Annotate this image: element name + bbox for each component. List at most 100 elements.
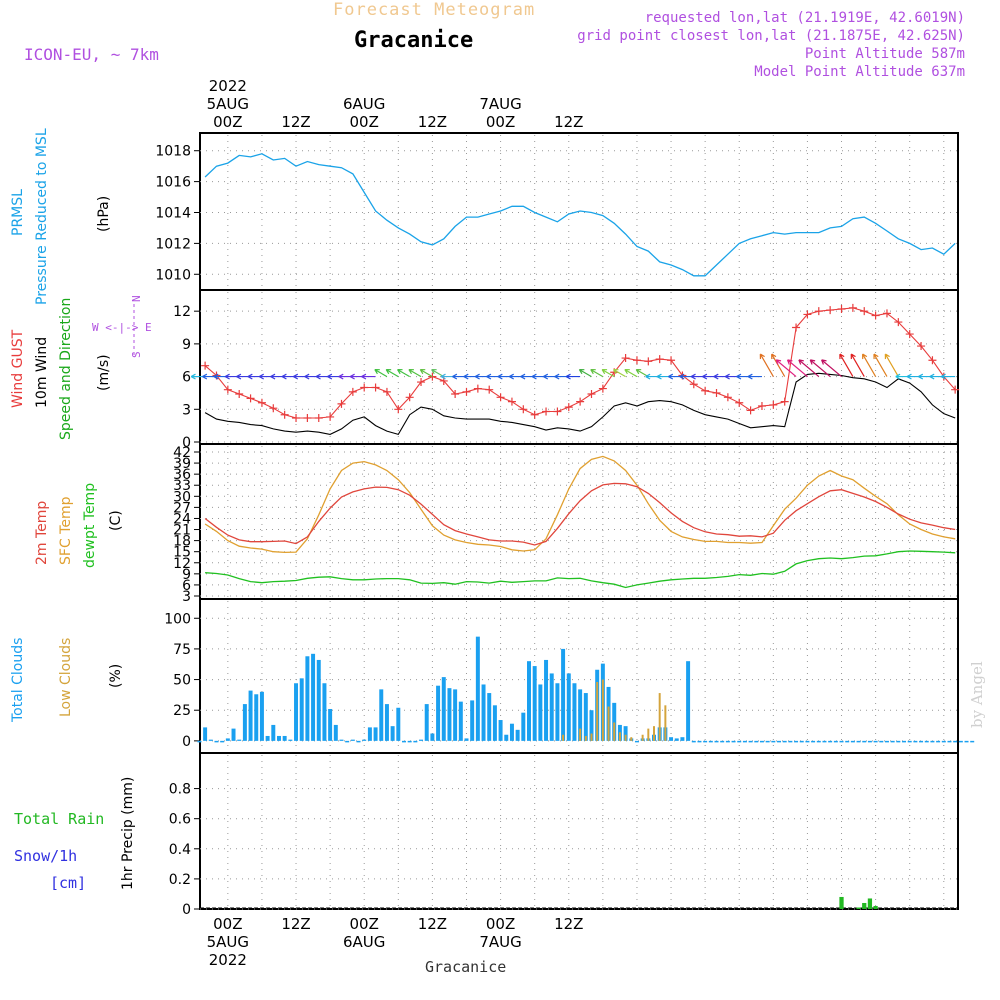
total-cloud-bar xyxy=(686,661,691,741)
temperature-ytick-label: 33 xyxy=(173,478,191,494)
total-cloud-bar xyxy=(311,653,316,741)
wind-gust-marker xyxy=(337,399,346,408)
time-label-bottom: 12Z xyxy=(418,915,447,933)
footer-station: Gracanice xyxy=(425,958,507,976)
wind-gust-marker xyxy=(246,394,255,403)
wind-direction-arrow xyxy=(809,359,831,378)
low-cloud-bar xyxy=(607,706,610,741)
total-cloud-bar xyxy=(612,702,617,741)
low-clouds-label: Low Clouds xyxy=(58,638,74,717)
total-cloud-bar xyxy=(282,735,287,741)
temperature-frame xyxy=(199,443,959,600)
total-cloud-bar xyxy=(805,740,810,743)
rain-bar xyxy=(856,907,861,909)
wind-direction-arrow xyxy=(759,353,774,377)
total-cloud-bar xyxy=(822,740,827,743)
total-cloud-bar xyxy=(737,740,742,743)
total-rain-label: Total Rain xyxy=(14,810,104,828)
wind-ytick-label: 0 xyxy=(182,435,191,451)
wind-gust-marker xyxy=(894,318,903,327)
total-cloud-bar xyxy=(242,704,247,741)
wind-gust-marker xyxy=(803,310,812,319)
low-cloud-bar xyxy=(590,733,593,741)
total-cloud-bar xyxy=(816,740,821,743)
total-cloud-bar xyxy=(907,740,912,743)
wind-direction-arrow xyxy=(624,368,638,378)
wind-gust-marker xyxy=(326,412,335,421)
total-cloud-bar xyxy=(856,740,861,743)
temp-unit: (C) xyxy=(108,510,124,531)
precip-ytick-label: 0.4 xyxy=(169,842,191,858)
total-cloud-bar xyxy=(549,673,554,741)
wind-gust-marker xyxy=(814,307,823,316)
wind-direction-arrow xyxy=(786,359,808,378)
total-cloud-bar xyxy=(867,740,872,743)
total-cloud-bar xyxy=(231,728,236,741)
wind-gust-marker xyxy=(303,414,312,423)
wind-gust-marker xyxy=(235,390,244,399)
temperature-ytick-label: 24 xyxy=(173,511,191,527)
total-cloud-bar xyxy=(970,740,975,743)
wind-gust-marker xyxy=(405,393,414,402)
time-label-top: 00Z xyxy=(213,113,242,131)
wind-direction-arrow xyxy=(590,368,604,378)
total-cloud-bar xyxy=(532,666,537,741)
total-cloud-bar xyxy=(924,740,929,743)
snow-unit-label: [cm] xyxy=(50,874,86,892)
total-cloud-bar xyxy=(839,740,844,743)
temperature-ytick-label: 12 xyxy=(173,556,191,572)
time-label-top: 12Z xyxy=(418,113,447,131)
total-cloud-bar xyxy=(402,740,406,743)
total-cloud-bar xyxy=(276,735,281,741)
total-cloud-bar xyxy=(703,740,708,743)
total-cloud-bar xyxy=(731,740,736,743)
wind-gust-marker xyxy=(667,356,676,365)
total-cloud-bar xyxy=(782,740,787,743)
time-label-bottom: 00Z xyxy=(350,915,379,933)
total-cloud-bar xyxy=(845,740,850,743)
low-cloud-bar xyxy=(647,728,650,741)
time-label-top: 12Z xyxy=(554,113,583,131)
total-cloud-bar xyxy=(958,740,963,743)
total-cloud-bar xyxy=(674,738,679,741)
pressure-unit: (hPa) xyxy=(96,196,112,232)
time-label-top: 5AUG xyxy=(207,95,249,113)
wind-ytick-label: 9 xyxy=(182,337,191,353)
wind-direction-arrow xyxy=(771,353,786,377)
wind-direction-label: Speed and Direction xyxy=(58,298,74,440)
wind-gust-marker xyxy=(905,330,914,339)
total-cloud-bar xyxy=(305,656,310,741)
wind-gust-marker xyxy=(473,384,482,393)
wind-direction-arrow xyxy=(747,373,762,380)
pressure-ytick-label: 1010 xyxy=(155,267,191,283)
total-cloud-bar xyxy=(566,673,571,741)
clouds-unit: (%) xyxy=(108,664,124,688)
temperature-ytick-label: 39 xyxy=(173,456,191,472)
time-label-bottom: 2022 xyxy=(209,951,247,969)
wind-direction-arrow xyxy=(578,368,592,378)
low-cloud-bar xyxy=(596,682,599,741)
total-cloud-bar xyxy=(436,685,441,741)
total-cloud-bar xyxy=(214,740,219,743)
wind-direction-arrow xyxy=(798,359,820,378)
wind-gust-marker xyxy=(871,311,880,320)
wind-ytick-label: 3 xyxy=(182,402,191,418)
wind-ytick-label: 6 xyxy=(182,370,191,386)
wind-direction-arrow xyxy=(601,368,615,378)
wind-gust-marker xyxy=(348,387,357,396)
total-cloud-bar xyxy=(521,712,526,741)
time-label-top: 12Z xyxy=(281,113,310,131)
total-cloud-bar xyxy=(953,740,958,743)
wind-gust-marker xyxy=(848,303,857,312)
compass-north: N xyxy=(130,295,143,302)
total-cloud-bar xyxy=(623,726,628,741)
wind-gust-marker xyxy=(598,384,607,393)
total-cloud-bar xyxy=(759,740,764,743)
wind-gust-marker xyxy=(689,380,698,389)
wind-gust-marker xyxy=(485,385,494,394)
wind-direction-arrow xyxy=(850,353,865,377)
total-cloud-bar xyxy=(725,740,730,743)
total-cloud-bar xyxy=(197,740,202,743)
wind-gust-marker xyxy=(723,393,732,402)
